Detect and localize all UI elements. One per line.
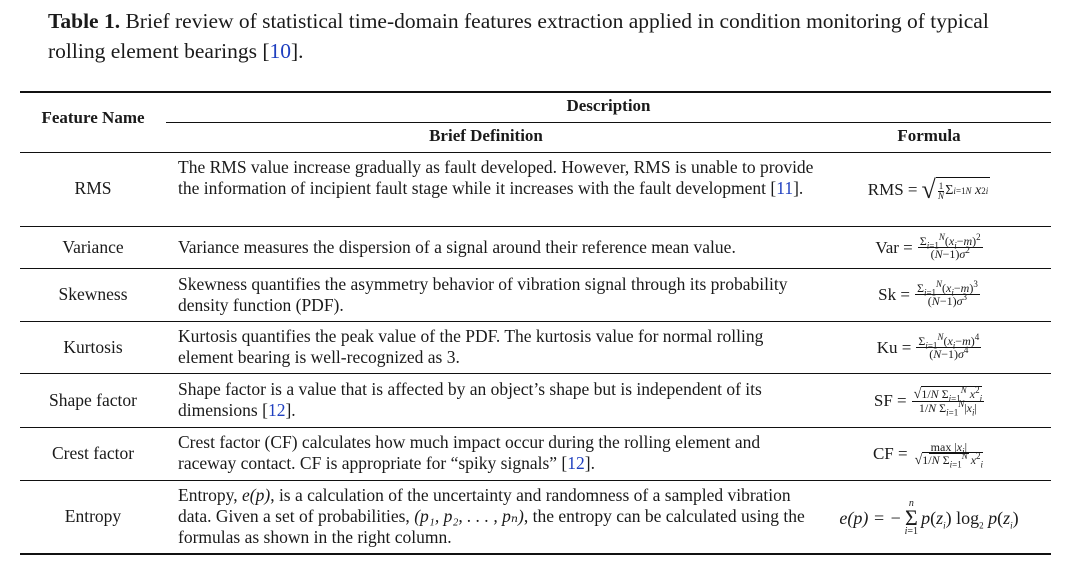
- row-feature-name: Crest factor: [51, 443, 135, 463]
- row-definition: The RMS value increase gradually as faul…: [178, 157, 818, 199]
- formula-lhs: Sk =: [878, 285, 910, 304]
- header-feature-name: Feature Name: [41, 108, 145, 127]
- formula-kurtosis: Ku = Σi=1N(xi−m)4 (N−1)σ4: [876, 332, 982, 361]
- row-divider: [20, 268, 1051, 269]
- header-formula: Formula: [897, 126, 961, 145]
- definition-text: The RMS value increase gradually as faul…: [178, 157, 814, 198]
- definition-text: Entropy,: [178, 485, 242, 505]
- row-definition: Entropy, e(p), is a calculation of the u…: [178, 485, 818, 548]
- formula-lhs: CF =: [872, 444, 908, 463]
- formula-lhs: Var =: [875, 238, 913, 257]
- formula-lhs: SF =: [873, 391, 907, 410]
- definition-text: Shape factor is a value that is affected…: [178, 379, 762, 420]
- reference-link[interactable]: 12: [267, 400, 286, 420]
- caption-reference-link[interactable]: 10: [269, 39, 292, 63]
- row-feature-name: Entropy: [64, 506, 122, 526]
- header-bottom-rule: [20, 152, 1051, 154]
- description-sub-rule: [166, 122, 1051, 123]
- table-top-rule: [20, 91, 1051, 93]
- row-divider: [20, 480, 1051, 481]
- row-definition: Skewness quantifies the asymmetry behavi…: [178, 274, 788, 315]
- row-definition: Variance measures the dispersion of a si…: [178, 237, 736, 257]
- row-feature-name: RMS: [74, 178, 112, 198]
- caption-text: Brief review of statistical time-domain …: [48, 9, 989, 63]
- definition-end: ].: [793, 178, 804, 198]
- reference-link[interactable]: 11: [776, 178, 794, 198]
- definition-text: Crest factor (CF) calculates how much im…: [178, 432, 761, 473]
- definition-text: , the entropy can be calculated using th…: [178, 506, 805, 547]
- caption-end: ].: [291, 39, 304, 63]
- row-divider: [20, 226, 1051, 227]
- reference-link[interactable]: 12: [567, 453, 585, 473]
- formula-lhs: e(p) = −: [839, 507, 902, 528]
- header-description: Description: [566, 96, 651, 115]
- formula-shape-factor: SF = √1/N Σi=1N x2i 1/N Σi=1N|xi|: [873, 384, 985, 417]
- caption-label: Table 1.: [48, 9, 121, 33]
- header-brief-definition: Brief Definition: [429, 126, 543, 145]
- row-divider: [20, 427, 1051, 428]
- table-bottom-rule: [20, 553, 1051, 555]
- definition-text: , is a calculation of the uncertainty an…: [178, 485, 791, 526]
- table-caption: Table 1. Brief review of statistical tim…: [48, 6, 1048, 66]
- row-definition: Shape factor is a value that is affected…: [178, 379, 818, 421]
- formula-crest-factor: CF = max |xi| √1/N Σi=1N x2i: [872, 440, 984, 470]
- definition-end: ].: [584, 453, 595, 473]
- formula-variance: Var = Σi=1N(xi−m)2 (N−1)σ2: [875, 232, 983, 261]
- formula-lhs: RMS =: [867, 180, 918, 199]
- row-feature-name: Skewness: [58, 284, 128, 304]
- row-divider: [20, 321, 1051, 322]
- definition-end: ].: [285, 400, 296, 420]
- row-definition: Kurtosis quantifies the peak value of th…: [178, 326, 764, 367]
- row-feature-name: Variance: [62, 237, 124, 257]
- formula-skewness: Sk = Σi=1N(xi−m)3 (N−1)σ3: [878, 279, 980, 308]
- definition-math: (p₁, p₂, . . . , pₙ): [414, 506, 524, 526]
- definition-math: e(p): [242, 485, 271, 505]
- row-divider: [20, 373, 1051, 374]
- row-definition: Crest factor (CF) calculates how much im…: [178, 432, 818, 474]
- formula-lhs: Ku =: [876, 338, 912, 357]
- row-feature-name: Shape factor: [49, 390, 137, 410]
- row-feature-name: Kurtosis: [63, 337, 123, 357]
